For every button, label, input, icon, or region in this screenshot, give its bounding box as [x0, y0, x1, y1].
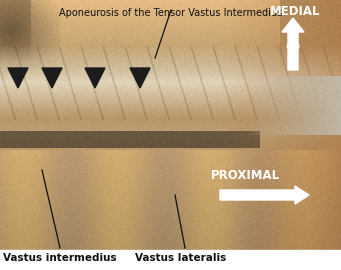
Text: PROXIMAL: PROXIMAL [211, 169, 280, 182]
Text: Vastus lateralis: Vastus lateralis [135, 253, 226, 263]
FancyArrow shape [220, 186, 309, 204]
Polygon shape [42, 68, 62, 88]
Polygon shape [8, 68, 28, 88]
FancyArrow shape [282, 18, 304, 70]
Polygon shape [85, 68, 105, 88]
Polygon shape [130, 68, 150, 88]
Text: Aponeurosis of the Tensor Vastus Intermedius: Aponeurosis of the Tensor Vastus Interme… [59, 8, 283, 18]
Text: MEDIAL: MEDIAL [270, 5, 320, 18]
Text: Vastus intermedius: Vastus intermedius [3, 253, 117, 263]
